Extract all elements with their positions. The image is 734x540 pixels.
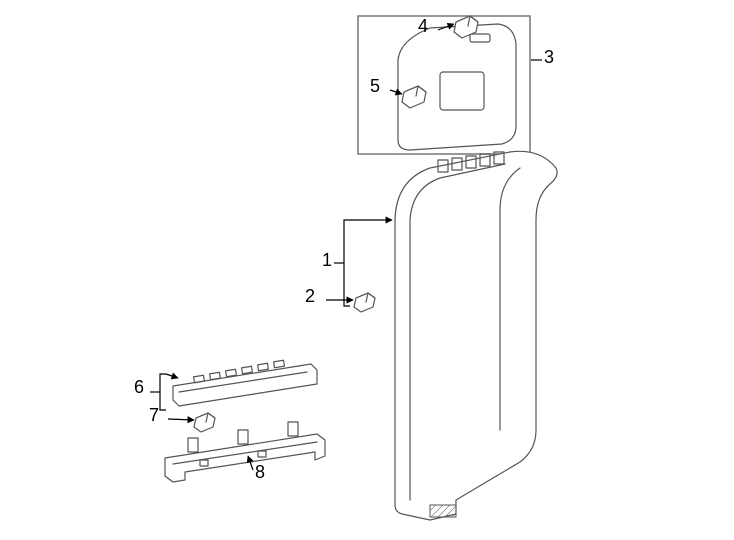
large-pillar-trim bbox=[395, 151, 557, 520]
clip-7 bbox=[194, 413, 215, 432]
callout-1-leader bbox=[334, 220, 392, 306]
callout-label-5: 5 bbox=[370, 76, 380, 96]
clip-2 bbox=[354, 293, 375, 312]
callout-label-7: 7 bbox=[149, 405, 159, 425]
upper-pillar-trim-group bbox=[358, 16, 530, 154]
callout-label-3: 3 bbox=[544, 47, 554, 67]
callout-label-2: 2 bbox=[305, 286, 315, 306]
callout-label-1: 1 bbox=[322, 250, 332, 270]
callout-7-leader bbox=[168, 419, 194, 420]
callout-label-6: 6 bbox=[134, 377, 144, 397]
sill-plate-group bbox=[165, 360, 325, 482]
sill-bracket-lower bbox=[165, 422, 325, 482]
parts-diagram: 1 2 3 4 5 6 7 8 bbox=[0, 0, 734, 540]
callout-label-8: 8 bbox=[255, 462, 265, 482]
pillar-bottom-tab bbox=[430, 505, 456, 517]
callout-label-4: 4 bbox=[418, 16, 428, 36]
sill-plate-top bbox=[173, 360, 317, 406]
